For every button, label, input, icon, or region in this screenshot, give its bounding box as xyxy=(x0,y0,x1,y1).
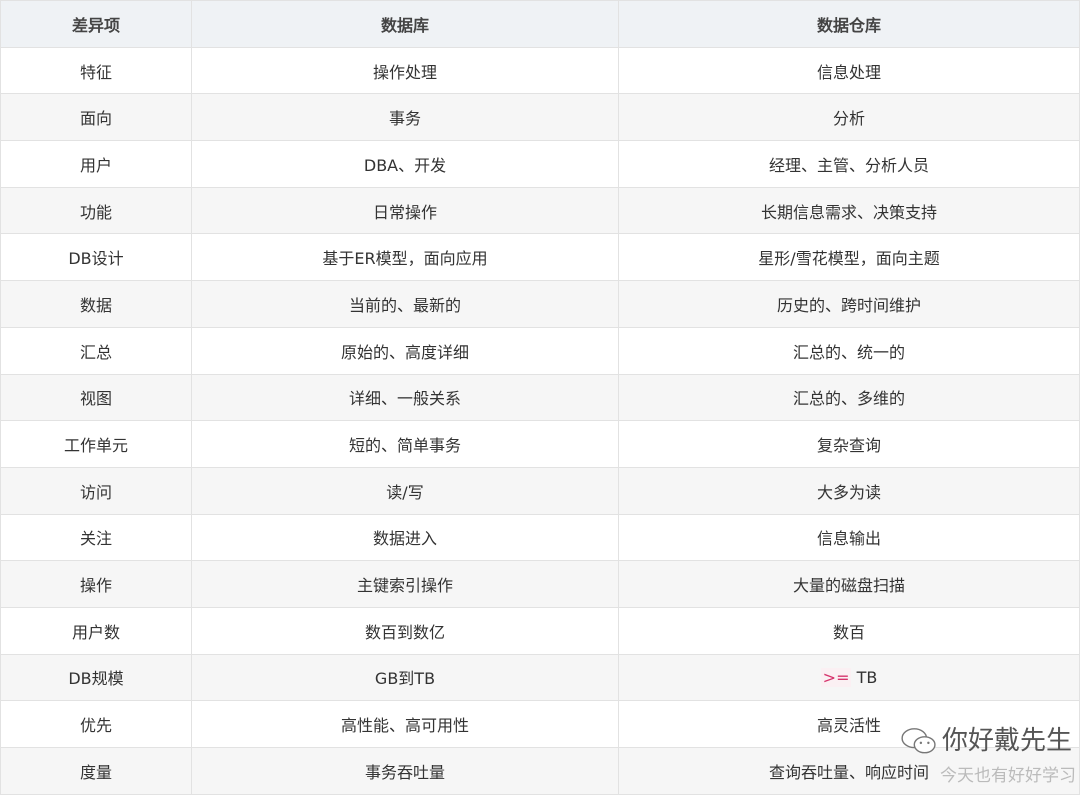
item-cell: 用户 xyxy=(0,140,192,188)
warehouse-cell: 分析 xyxy=(618,93,1080,142)
item-cell: 操作 xyxy=(0,560,192,608)
table-row: 视图 详细、一般关系 汇总的、多维的 xyxy=(0,373,1080,422)
warehouse-cell: 汇总的、统一的 xyxy=(618,326,1080,375)
warehouse-cell: 复杂查询 xyxy=(618,420,1080,468)
table-row: 访问 读/写 大多为读 xyxy=(0,466,1080,515)
item-cell: 关注 xyxy=(0,513,192,562)
warehouse-cell: 长期信息需求、决策支持 xyxy=(618,186,1080,235)
highlighted-operator: >= xyxy=(820,667,852,687)
database-cell: 数据进入 xyxy=(191,513,619,562)
table-row: 度量 事务吞吐量 查询吞吐量、响应时间 xyxy=(0,747,1080,795)
item-cell: 访问 xyxy=(0,466,192,515)
header-cell: 数据仓库 xyxy=(618,0,1080,48)
item-cell: DB规模 xyxy=(0,653,192,702)
table-row: 数据 当前的、最新的 历史的、跨时间维护 xyxy=(0,280,1080,328)
table-row: 功能 日常操作 长期信息需求、决策支持 xyxy=(0,186,1080,235)
database-cell: 主键索引操作 xyxy=(191,560,619,608)
watermark-name: 你好戴先生 xyxy=(942,726,1073,756)
warehouse-cell: 数百 xyxy=(618,606,1080,655)
database-cell: 当前的、最新的 xyxy=(191,280,619,328)
item-cell: 工作单元 xyxy=(0,420,192,468)
warehouse-cell: >= TB xyxy=(618,653,1080,702)
warehouse-cell: 信息处理 xyxy=(618,46,1080,95)
table-row: 特征 操作处理 信息处理 xyxy=(0,46,1080,95)
table-row: 优先 高性能、高可用性 高灵活性 xyxy=(0,700,1080,748)
table-row: 汇总 原始的、高度详细 汇总的、统一的 xyxy=(0,326,1080,375)
item-cell: 数据 xyxy=(0,280,192,328)
database-cell: 日常操作 xyxy=(191,186,619,235)
item-cell: 面向 xyxy=(0,93,192,142)
database-cell: 短的、简单事务 xyxy=(191,420,619,468)
database-cell: 详细、一般关系 xyxy=(191,373,619,422)
watermark-sub: 今天也有好好学习 xyxy=(940,766,1076,786)
table-row: 工作单元 短的、简单事务 复杂查询 xyxy=(0,420,1080,468)
database-cell: 原始的、高度详细 xyxy=(191,326,619,375)
wechat-icon xyxy=(901,728,936,754)
table-row: 用户数 数百到数亿 数百 xyxy=(0,606,1080,655)
warehouse-cell: 大量的磁盘扫描 xyxy=(618,560,1080,608)
table-row: DB设计 基于ER模型，面向应用 星形/雪花模型，面向主题 xyxy=(0,233,1080,282)
table-row: 用户 DBA、开发 经理、主管、分析人员 xyxy=(0,140,1080,188)
table-row: 操作 主键索引操作 大量的磁盘扫描 xyxy=(0,560,1080,608)
table-row: DB规模 GB到TB >= TB xyxy=(0,653,1080,702)
item-cell: 特征 xyxy=(0,46,192,95)
item-cell: 汇总 xyxy=(0,326,192,375)
warehouse-cell: 汇总的、多维的 xyxy=(618,373,1080,422)
item-cell: 用户数 xyxy=(0,606,192,655)
database-cell: 事务吞吐量 xyxy=(191,747,619,795)
item-cell: 功能 xyxy=(0,186,192,235)
header-cell: 数据库 xyxy=(191,0,619,48)
item-cell: 视图 xyxy=(0,373,192,422)
warehouse-cell: 历史的、跨时间维护 xyxy=(618,280,1080,328)
item-cell: 度量 xyxy=(0,747,192,795)
database-cell: DBA、开发 xyxy=(191,140,619,188)
warehouse-cell: 查询吞吐量、响应时间 xyxy=(618,747,1080,795)
item-cell: 优先 xyxy=(0,700,192,748)
database-cell: 读/写 xyxy=(191,466,619,515)
table-row: 关注 数据进入 信息输出 xyxy=(0,513,1080,562)
warehouse-cell: 星形/雪花模型，面向主题 xyxy=(618,233,1080,282)
database-cell: 数百到数亿 xyxy=(191,606,619,655)
warehouse-cell: 大多为读 xyxy=(618,466,1080,515)
database-cell: 高性能、高可用性 xyxy=(191,700,619,748)
database-cell: 事务 xyxy=(191,93,619,142)
database-cell: 基于ER模型，面向应用 xyxy=(191,233,619,282)
header-row: 差异项 数据库 数据仓库 xyxy=(0,0,1080,48)
item-cell: DB设计 xyxy=(0,233,192,282)
table-row: 面向 事务 分析 xyxy=(0,93,1080,142)
warehouse-cell: 经理、主管、分析人员 xyxy=(618,140,1080,188)
header-cell: 差异项 xyxy=(0,0,192,48)
watermark: 你好戴先生 xyxy=(900,726,1072,756)
warehouse-cell: 信息输出 xyxy=(618,513,1080,562)
database-cell: GB到TB xyxy=(191,653,619,702)
database-cell: 操作处理 xyxy=(191,46,619,95)
